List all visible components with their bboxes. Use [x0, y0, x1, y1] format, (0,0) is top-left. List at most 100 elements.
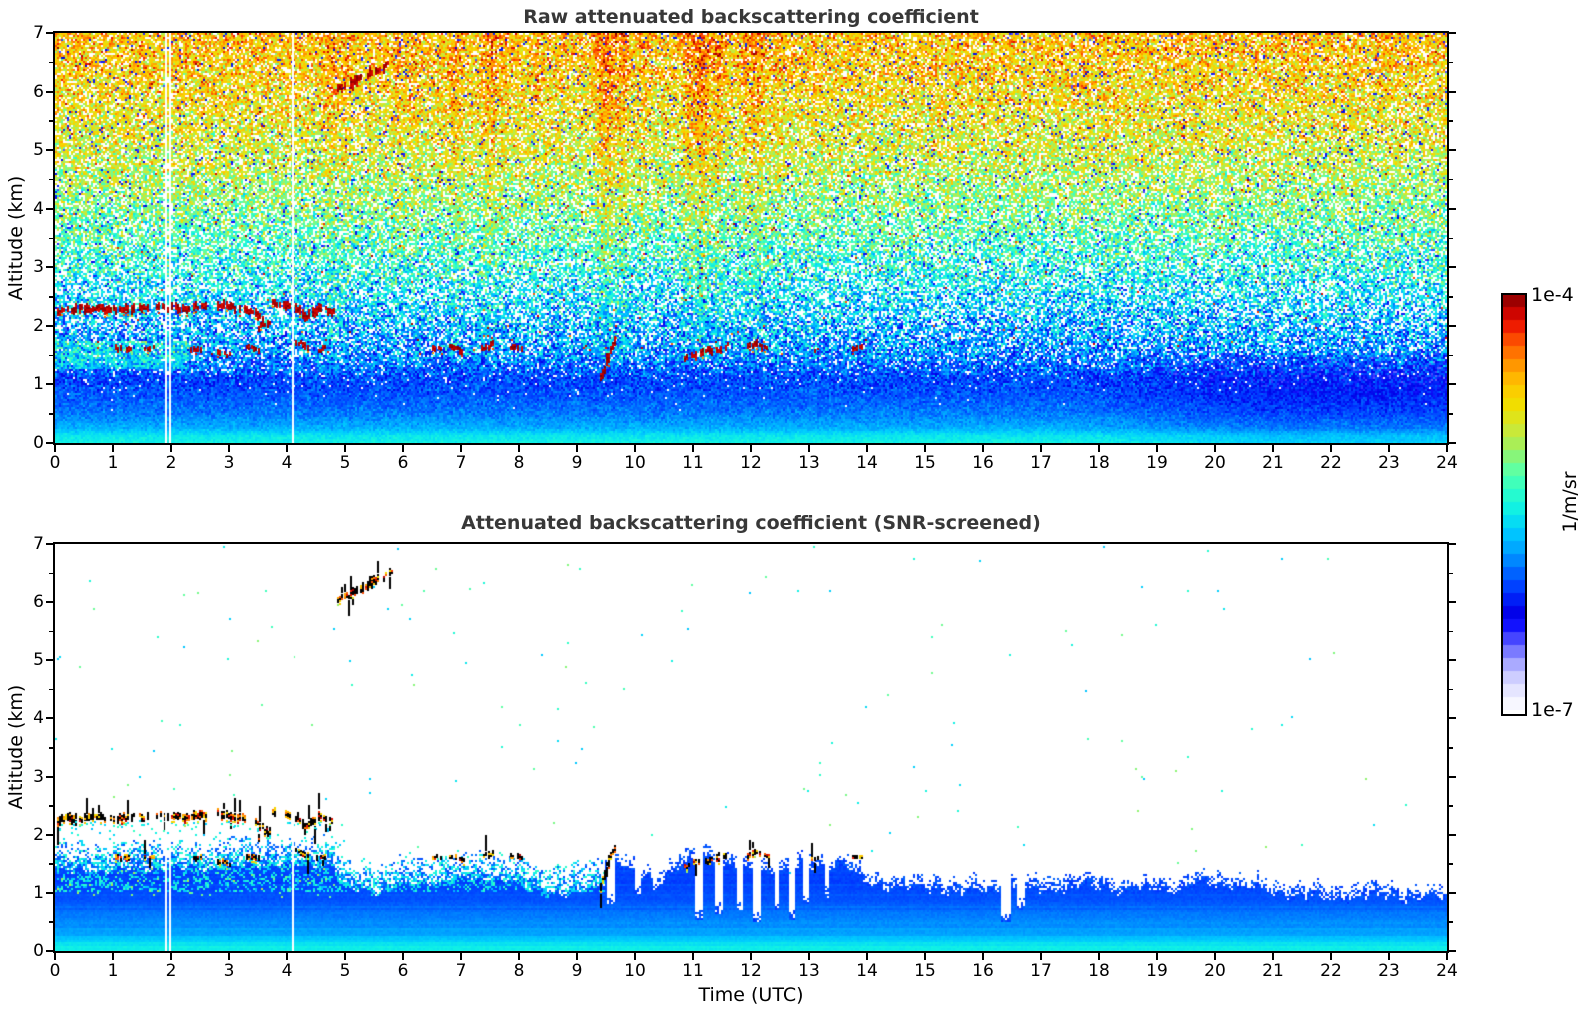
x-tick-label: 20 — [1204, 961, 1226, 981]
x-tick-mark — [866, 445, 868, 452]
y-tick-mark — [46, 32, 53, 34]
x-tick-label: 0 — [49, 453, 61, 473]
x-tick-label: 9 — [571, 961, 583, 981]
x-tick-label: 3 — [223, 453, 235, 473]
x-tick-label: 4 — [281, 961, 293, 981]
y-minor-tick-mark-right — [1449, 178, 1453, 181]
x-tick-mark — [228, 953, 230, 960]
y-tick-label: 1 — [33, 882, 44, 903]
y-minor-tick-mark-right — [1449, 688, 1453, 691]
y-minor-tick-mark — [49, 688, 53, 691]
x-tick-mark — [1040, 953, 1042, 960]
panel2-heatmap-canvas — [55, 544, 1447, 951]
x-tick-mark — [1272, 445, 1274, 452]
x-tick-label: 23 — [1378, 453, 1400, 473]
x-tick-label: 13 — [798, 961, 820, 981]
y-minor-tick-mark — [49, 120, 53, 122]
x-tick-label: 6 — [397, 453, 409, 473]
panel1-plot-area — [53, 31, 1449, 445]
x-tick-mark — [634, 445, 636, 452]
y-minor-tick-mark — [49, 863, 53, 865]
x-tick-label: 14 — [856, 961, 878, 981]
x-tick-label: 16 — [972, 453, 994, 473]
y-tick-mark-right — [1449, 90, 1456, 93]
y-tick-label: 5 — [33, 650, 44, 671]
panel2-plot-area — [53, 542, 1449, 953]
x-tick-mark — [692, 953, 694, 960]
x-tick-mark — [808, 445, 810, 452]
y-tick-mark-right — [1449, 207, 1456, 210]
y-tick-label: 6 — [33, 81, 44, 102]
y-minor-tick-mark-right — [1449, 630, 1453, 633]
x-tick-mark — [1098, 445, 1100, 452]
y-minor-tick-mark-right — [1449, 120, 1453, 122]
x-tick-mark — [808, 953, 810, 960]
y-minor-tick-mark — [49, 805, 53, 807]
x-tick-mark — [112, 953, 114, 960]
x-tick-label: 15 — [914, 961, 936, 981]
x-tick-mark — [750, 953, 752, 960]
x-tick-label: 18 — [1088, 453, 1110, 473]
x-tick-label: 6 — [397, 961, 409, 981]
panel1-title: Raw attenuated backscattering coefficien… — [523, 6, 979, 28]
y-tick-mark — [46, 543, 53, 545]
y-tick-mark-right — [1449, 32, 1456, 34]
x-tick-mark — [170, 445, 172, 452]
y-minor-tick-mark — [49, 630, 53, 633]
x-tick-label: 22 — [1320, 961, 1342, 981]
y-tick-label: 0 — [33, 433, 44, 453]
x-tick-label: 10 — [624, 961, 646, 981]
y-tick-mark — [46, 324, 53, 327]
x-tick-label: 13 — [798, 453, 820, 473]
y-minor-tick-mark — [49, 296, 53, 298]
x-tick-mark — [1330, 445, 1332, 452]
x-tick-label: 24 — [1436, 453, 1458, 473]
x-tick-mark — [1098, 953, 1100, 960]
x-tick-mark — [54, 953, 56, 960]
y-tick-mark-right — [1449, 833, 1456, 836]
y-minor-tick-mark-right — [1449, 237, 1453, 239]
x-tick-mark — [286, 445, 288, 452]
y-minor-tick-mark-right — [1449, 572, 1453, 575]
colorbar-units-label: 1/m/sr — [1559, 471, 1581, 533]
x-tick-mark — [170, 953, 172, 960]
colorbar-min-label: 1e-7 — [1531, 699, 1574, 721]
x-tick-mark — [344, 445, 346, 452]
y-minor-tick-mark-right — [1449, 863, 1453, 865]
x-tick-mark — [402, 445, 404, 452]
x-tick-label: 8 — [513, 453, 525, 473]
y-tick-label: 2 — [33, 315, 44, 336]
x-tick-label: 8 — [513, 961, 525, 981]
y-tick-label: 7 — [33, 534, 44, 554]
x-tick-mark — [1330, 953, 1332, 960]
x-tick-label: 21 — [1262, 961, 1284, 981]
x-tick-label: 5 — [339, 961, 351, 981]
y-minor-tick-mark-right — [1449, 921, 1453, 923]
y-tick-mark — [46, 891, 53, 894]
x-tick-mark — [1214, 445, 1216, 452]
x-tick-mark — [1214, 953, 1216, 960]
panel1-y-axis-label: Altitude (km) — [5, 175, 27, 301]
x-tick-label: 12 — [740, 961, 762, 981]
y-tick-mark — [46, 659, 53, 662]
x-tick-mark — [924, 445, 926, 452]
y-minor-tick-mark — [49, 921, 53, 923]
x-tick-label: 7 — [455, 961, 467, 981]
x-tick-label: 16 — [972, 961, 994, 981]
y-tick-mark — [46, 266, 53, 269]
y-tick-label: 4 — [33, 198, 44, 219]
x-tick-label: 17 — [1030, 961, 1052, 981]
y-tick-label: 1 — [33, 374, 44, 395]
y-tick-label: 5 — [33, 140, 44, 161]
x-tick-label: 20 — [1204, 453, 1226, 473]
x-tick-mark — [750, 445, 752, 452]
y-tick-label: 0 — [33, 941, 44, 961]
y-tick-mark — [46, 90, 53, 93]
y-tick-label: 3 — [33, 766, 44, 787]
x-tick-label: 5 — [339, 453, 351, 473]
y-minor-tick-mark-right — [1449, 61, 1453, 64]
x-tick-mark — [460, 445, 462, 452]
x-tick-mark — [1156, 445, 1158, 452]
x-tick-label: 11 — [682, 961, 704, 981]
